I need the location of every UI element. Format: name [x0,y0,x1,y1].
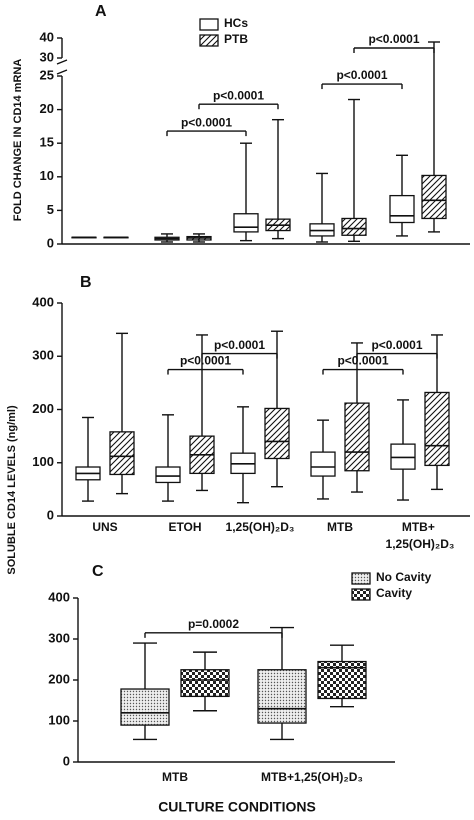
y-tick-label: 200 [48,671,70,686]
x-tick-label: MTB+ 1,25(OH)₂D₃ [386,520,455,551]
x-axis-title: CULTURE CONDITIONS [158,799,316,815]
y-tick-label: 10 [40,168,54,183]
p-value: p<0.0001 [181,115,232,129]
y-axis-title: FOLD CHANGE IN CD14 mRNA [12,59,24,222]
y-tick-label: 30 [40,49,54,64]
legend-swatch [351,588,371,601]
box [180,669,230,698]
box [421,174,447,220]
legend-label: No Cavity [376,570,432,584]
x-tick-label: MTB [327,520,353,534]
y-tick-label: 40 [40,29,54,44]
y-tick-label: 0 [47,507,54,522]
y-tick-label: 100 [48,712,70,727]
y-tick-label: 20 [40,101,54,116]
y-axis-title: SOLUBLE CD14 LEVELS (ng/ml) [6,405,18,575]
axis-break [56,59,68,75]
box [424,391,450,467]
y-tick-label: 300 [32,348,54,363]
x-tick-label: MTB [162,770,188,784]
y-tick-label: 0 [47,235,54,250]
legend-label: Cavity [376,586,412,600]
box [155,466,181,484]
p-value: p<0.0001 [213,88,264,102]
y-tick-label: 300 [48,630,70,645]
panel-label: B [80,274,92,291]
x-tick-label: 1,25(OH)₂D₃ [226,520,295,534]
box [389,194,415,224]
legend-label: HCs [224,16,248,30]
legend-label: PTB [224,32,248,46]
p-value: p<0.0001 [336,68,387,82]
box [344,402,370,472]
x-tick-label: ETOH [168,520,201,534]
panel-label: C [92,563,104,580]
box [109,431,135,476]
y-tick-label: 400 [32,294,54,309]
p-value: p<0.0001 [214,338,265,352]
p-value: p=0.0002 [188,617,239,631]
y-tick-label: 25 [40,67,54,82]
box [341,217,367,236]
box [233,213,259,233]
legend-swatch [351,572,371,585]
p-value: p<0.0001 [180,354,231,368]
y-tick-label: 15 [40,135,54,150]
y-tick-label: 100 [32,454,54,469]
p-value: p<0.0001 [368,32,419,46]
y-tick-label: 5 [47,202,54,217]
x-tick-label: UNS [92,520,117,534]
box [120,688,170,726]
box [264,407,290,460]
legend-swatch [199,34,219,47]
y-tick-label: 0 [63,753,70,768]
y-tick-label: 200 [32,401,54,416]
p-value: p<0.0001 [371,338,422,352]
panel-label: A [95,3,107,20]
legend-swatch [199,18,219,31]
box [310,451,336,477]
p-value: p<0.0001 [337,354,388,368]
box [257,669,307,724]
y-tick-label: 400 [48,589,70,604]
x-tick-label: MTB+1,25(OH)₂D₃ [261,770,363,784]
